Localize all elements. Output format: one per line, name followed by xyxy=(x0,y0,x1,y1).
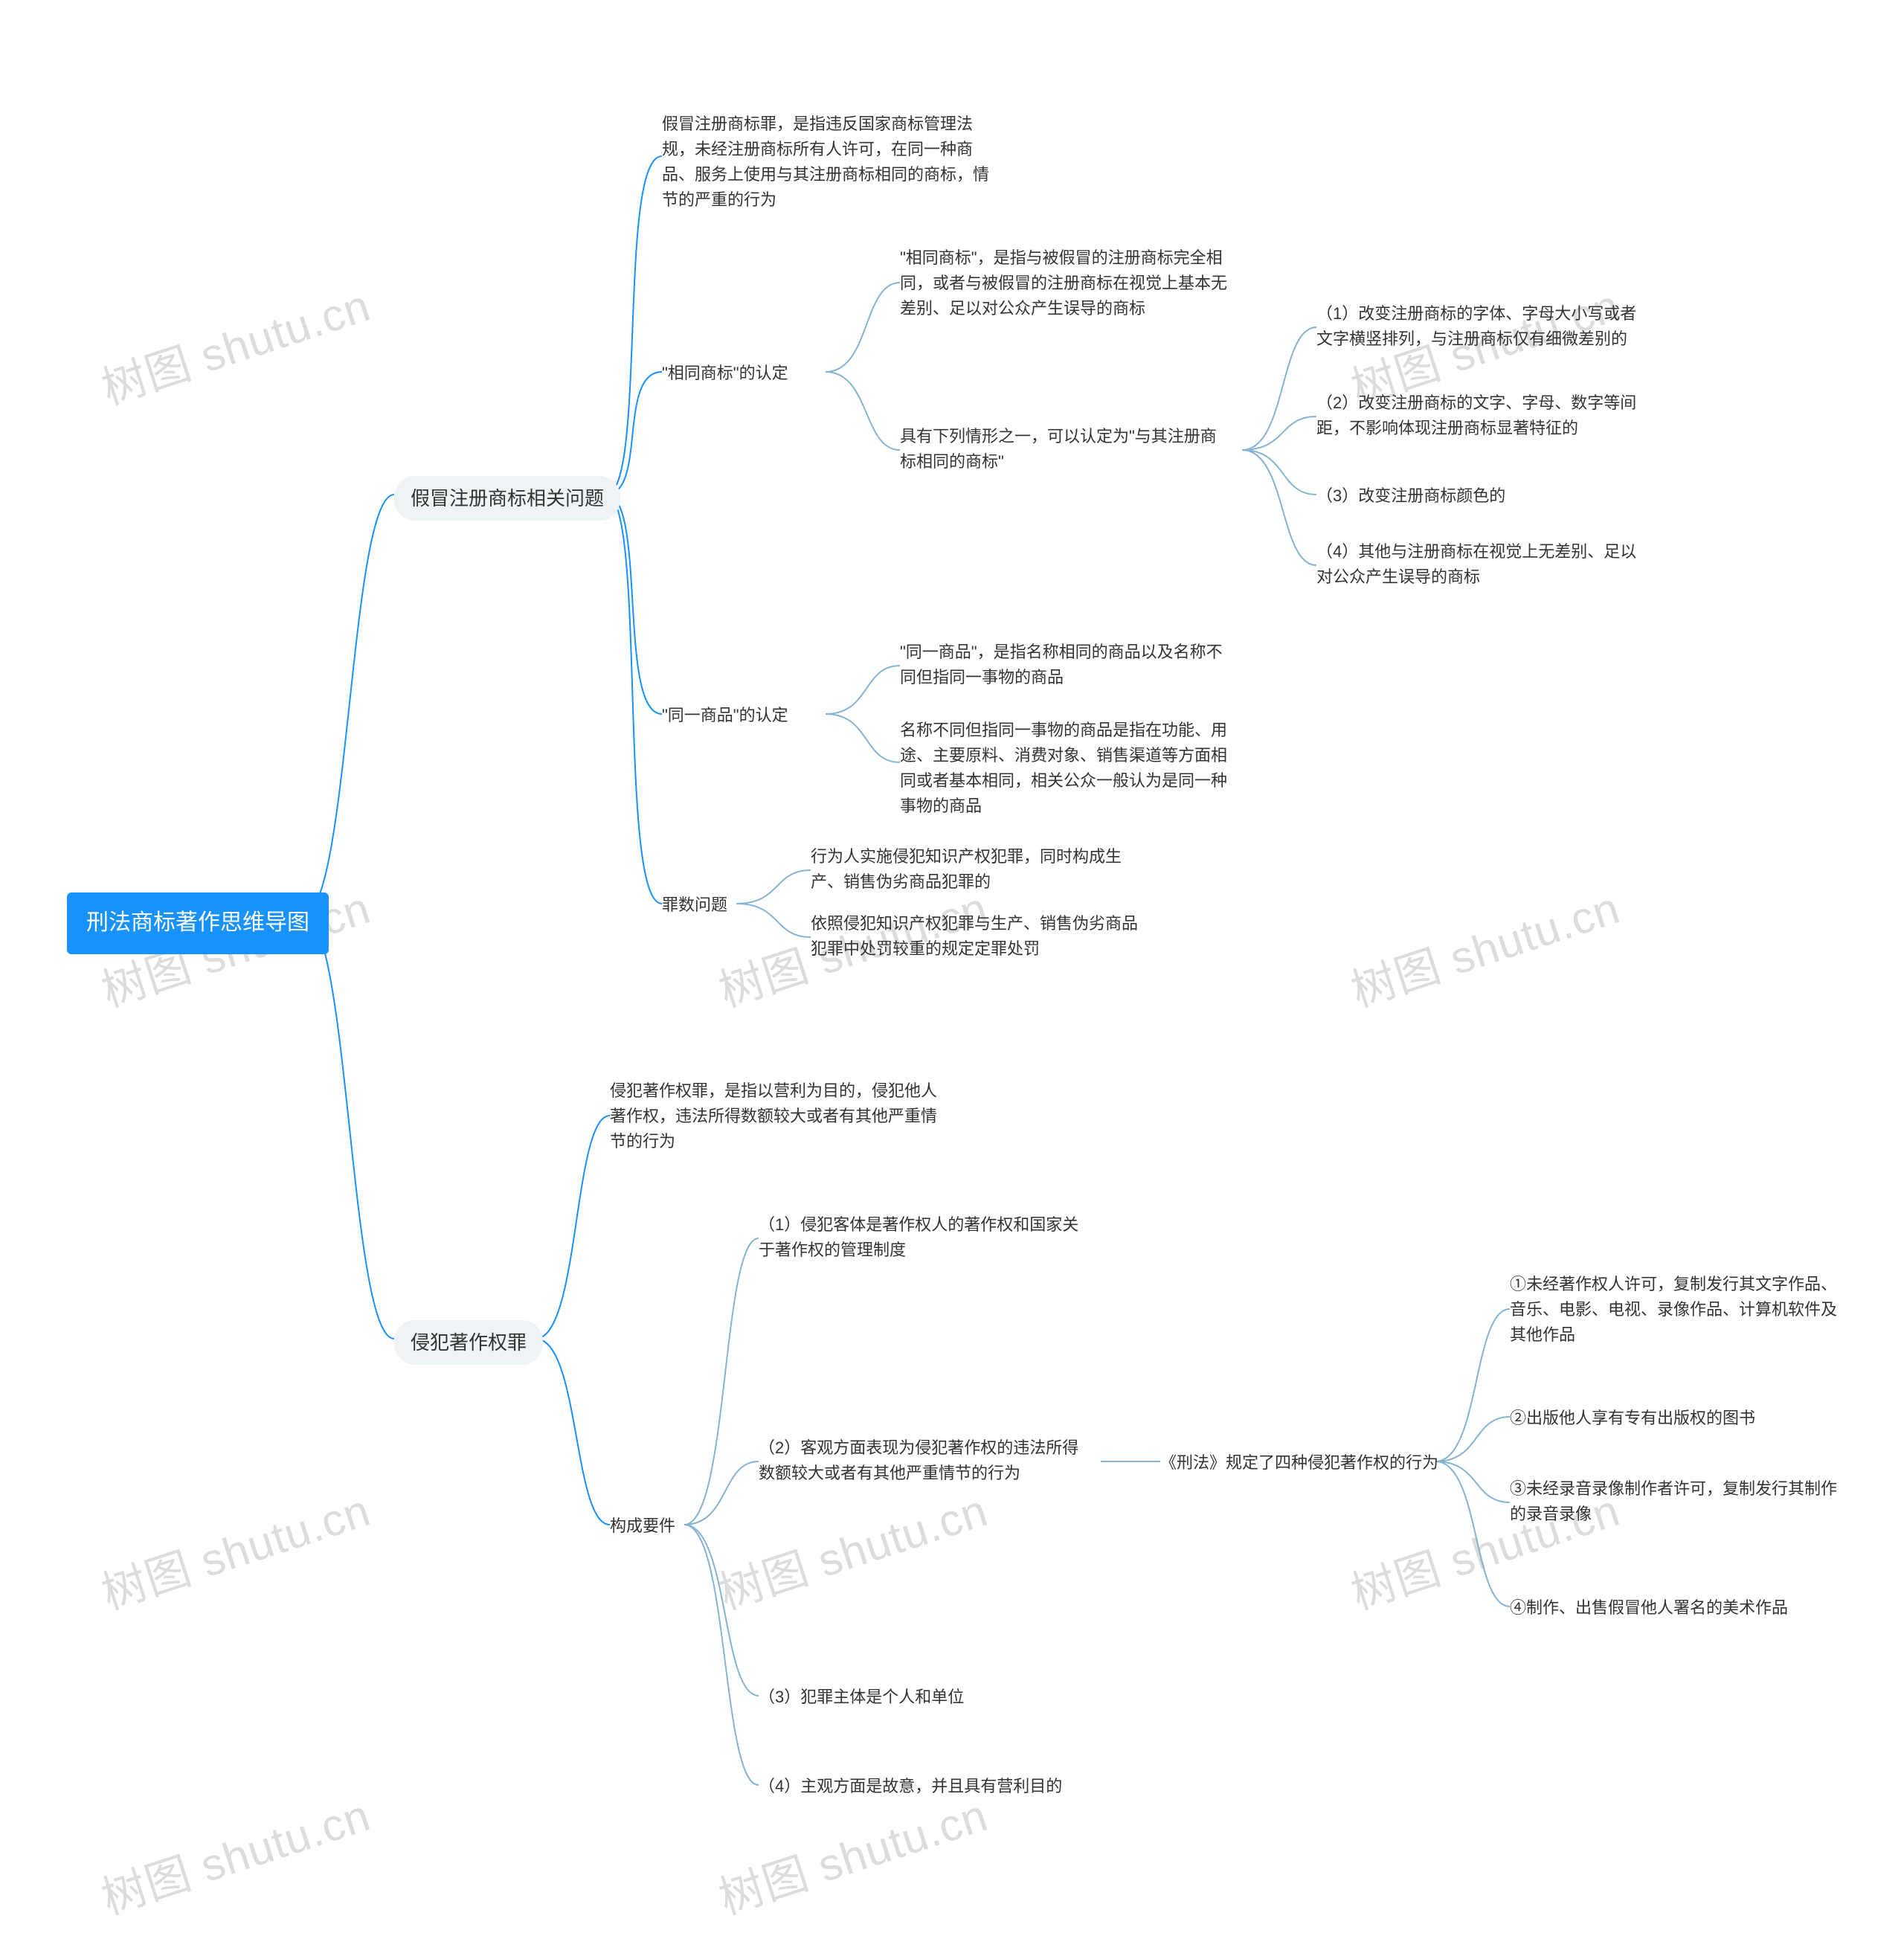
leaf-node[interactable]: （2）客观方面表现为侵犯著作权的违法所得数额较大或者有其他严重情节的行为 xyxy=(759,1435,1086,1486)
leaf-node: （1）侵犯客体是著作权人的著作权和国家关于著作权的管理制度 xyxy=(759,1212,1086,1263)
mindmap-canvas: 树图 shutu.cn 树图 shutu.cn 树图 shutu.cn 树图 s… xyxy=(0,0,1904,1917)
leaf-node: ①未经著作权人许可，复制发行其文字作品、音乐、电影、电视、录像作品、计算机软件及… xyxy=(1510,1272,1837,1348)
root-node[interactable]: 刑法商标著作思维导图 xyxy=(67,892,329,954)
leaf-node[interactable]: 构成要件 xyxy=(610,1514,675,1539)
leaf-node: 依照侵犯知识产权犯罪与生产、销售伪劣商品犯罪中处罚较重的规定定罪处罚 xyxy=(811,911,1138,962)
branch-node-trademark[interactable]: 假冒注册商标相关问题 xyxy=(394,476,620,521)
leaf-node: （4）其他与注册商标在视觉上无差别、足以对公众产生误导的商标 xyxy=(1316,539,1644,590)
leaf-node: "同一商品"，是指名称相同的商品以及名称不同但指同一事物的商品 xyxy=(900,640,1227,690)
leaf-node: ②出版他人享有专有出版权的图书 xyxy=(1510,1406,1755,1431)
leaf-node[interactable]: 具有下列情形之一，可以认定为"与其注册商标相同的商标" xyxy=(900,424,1227,475)
leaf-node[interactable]: 罪数问题 xyxy=(662,892,727,918)
leaf-node: 行为人实施侵犯知识产权犯罪，同时构成生产、销售伪劣商品犯罪的 xyxy=(811,844,1138,895)
leaf-node: （1）改变注册商标的字体、字母大小写或者文字横竖排列，与注册商标仅有细微差别的 xyxy=(1316,301,1644,352)
leaf-node: ③未经录音录像制作者许可，复制发行其制作的录音录像 xyxy=(1510,1476,1837,1527)
leaf-node: ④制作、出售假冒他人署名的美术作品 xyxy=(1510,1595,1788,1621)
watermark: 树图 shutu.cn xyxy=(93,1781,379,1932)
watermark: 树图 shutu.cn xyxy=(710,1781,997,1932)
leaf-node: 侵犯著作权罪，是指以营利为目的，侵犯他人著作权，违法所得数额较大或者有其他严重情… xyxy=(610,1078,937,1154)
watermark: 树图 shutu.cn xyxy=(710,1476,997,1627)
leaf-node: （3）改变注册商标颜色的 xyxy=(1316,483,1505,509)
branch-node-copyright[interactable]: 侵犯著作权罪 xyxy=(394,1320,543,1365)
leaf-node: 名称不同但指同一事物的商品是指在功能、用途、主要原料、消费对象、销售渠道等方面相… xyxy=(900,718,1227,819)
leaf-node: （4）主观方面是故意，并且具有营利目的 xyxy=(759,1774,1062,1799)
leaf-node: 假冒注册商标罪，是指违反国家商标管理法规，未经注册商标所有人许可，在同一种商品、… xyxy=(662,112,989,213)
leaf-node[interactable]: "相同商标"的认定 xyxy=(662,361,788,386)
watermark: 树图 shutu.cn xyxy=(1342,873,1629,1025)
leaf-node: （2）改变注册商标的文字、字母、数字等间距，不影响体现注册商标显著特征的 xyxy=(1316,390,1644,441)
leaf-node[interactable]: 《刑法》规定了四种侵犯著作权的行为 xyxy=(1160,1450,1438,1476)
watermark: 树图 shutu.cn xyxy=(93,271,379,422)
leaf-node: "相同商标"，是指与被假冒的注册商标完全相同，或者与被假冒的注册商标在视觉上基本… xyxy=(900,245,1227,321)
watermark: 树图 shutu.cn xyxy=(93,1476,379,1627)
leaf-node: （3）犯罪主体是个人和单位 xyxy=(759,1685,964,1710)
leaf-node[interactable]: "同一商品"的认定 xyxy=(662,703,788,728)
